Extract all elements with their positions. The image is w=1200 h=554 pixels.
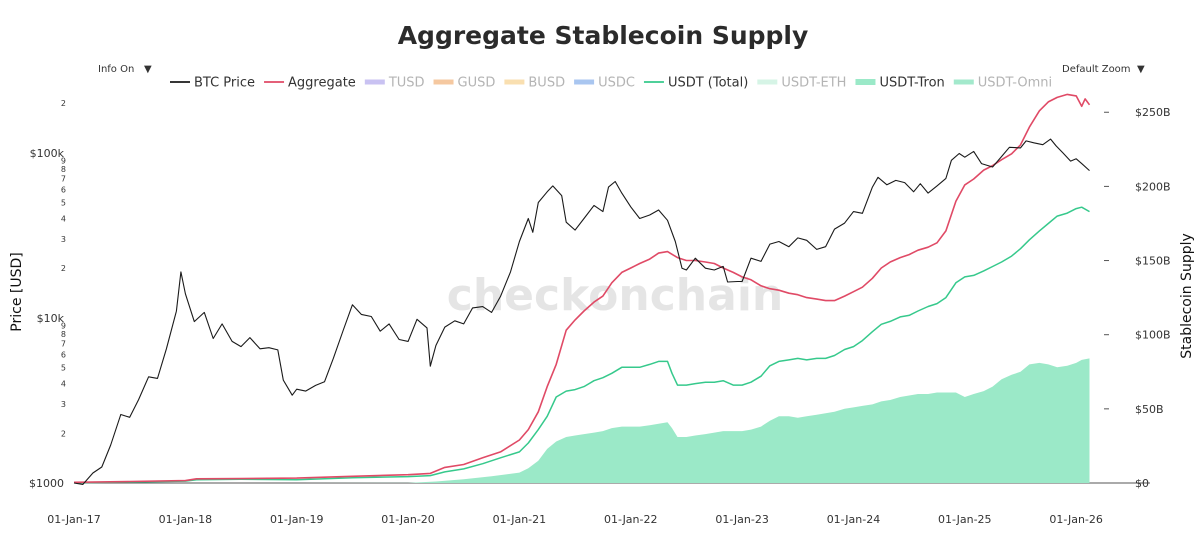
legend-label: USDT-ETH bbox=[781, 76, 846, 91]
legend-label: USDT-Tron bbox=[879, 76, 944, 91]
y-left-axis-title: Price [USD] bbox=[9, 252, 25, 331]
legend-item[interactable]: USDT (Total) bbox=[643, 76, 748, 91]
legend-label: GUSD bbox=[458, 76, 496, 91]
legend-item[interactable]: Aggregate bbox=[264, 76, 356, 91]
x-tick-label: 01-Jan-20 bbox=[381, 513, 435, 526]
x-tick-label: 01-Jan-21 bbox=[493, 513, 547, 526]
legend-item[interactable]: USDT-Tron bbox=[855, 76, 945, 91]
y-left-tick-label: $100k bbox=[30, 147, 65, 160]
y-right-tick-label: $100B bbox=[1135, 329, 1171, 342]
y-left-tick-label: 5 bbox=[61, 198, 66, 207]
legend-item[interactable]: USDC bbox=[574, 76, 635, 91]
x-tick-label: 01-Jan-26 bbox=[1049, 513, 1103, 526]
y-left-tick-label: 4 bbox=[61, 380, 66, 389]
y-right-tick-label: $200B bbox=[1135, 180, 1171, 193]
legend-item[interactable]: BTC Price bbox=[170, 76, 255, 91]
y-left-tick-label: 7 bbox=[61, 339, 66, 348]
info-toggle-label: Info On bbox=[98, 64, 134, 75]
legend-label: Aggregate bbox=[288, 76, 356, 91]
y-left-tick-label: 9 bbox=[61, 156, 66, 165]
chart-legend: BTC Price Aggregate TUSD GUSD BUSD USDC USDT (… bbox=[170, 76, 1052, 91]
y-left-tick-label: $1000 bbox=[29, 477, 64, 490]
legend-item[interactable]: TUSD bbox=[364, 76, 425, 91]
y-left-tick-label: 3 bbox=[61, 400, 66, 409]
y-left-tick-label: 5 bbox=[61, 364, 66, 373]
x-tick-label: 01-Jan-18 bbox=[159, 513, 213, 526]
legend-item[interactable]: BUSD bbox=[504, 76, 565, 91]
x-tick-label: 01-Jan-19 bbox=[270, 513, 324, 526]
chevron-down-icon: ▼ bbox=[1137, 64, 1145, 75]
chart-title: Aggregate Stablecoin Supply bbox=[398, 21, 809, 50]
series-line-aggregate bbox=[73, 93, 1091, 484]
watermark: checkonchain bbox=[447, 270, 783, 321]
y-left-tick-label: $10k bbox=[37, 312, 65, 325]
legend-label: USDT (Total) bbox=[668, 76, 748, 91]
series-layer bbox=[73, 93, 1091, 485]
y-left-tick-label: 6 bbox=[61, 185, 66, 194]
legend-label: USDT-Omni bbox=[978, 76, 1052, 91]
legend-label: BTC Price bbox=[194, 76, 255, 91]
legend-item[interactable]: USDT-Omni bbox=[953, 76, 1052, 91]
y-left-tick-label: 6 bbox=[61, 351, 66, 360]
zoom-select-label: Default Zoom bbox=[1062, 64, 1131, 75]
series-line-btc-price bbox=[73, 138, 1090, 485]
chevron-down-icon: ▼ bbox=[144, 64, 152, 75]
y-left-tick-label: 2 bbox=[61, 99, 66, 108]
y-left-tick-label: 8 bbox=[61, 330, 66, 339]
x-tick-label: 01-Jan-25 bbox=[938, 513, 992, 526]
legend-item[interactable]: GUSD bbox=[433, 76, 496, 91]
x-tick-label: 01-Jan-17 bbox=[47, 513, 101, 526]
y-right-tick-label: $50B bbox=[1135, 403, 1164, 416]
y-left-tick-label: 7 bbox=[61, 174, 66, 183]
y-right-tick-label: $150B bbox=[1135, 255, 1171, 268]
x-tick-label: 01-Jan-23 bbox=[715, 513, 769, 526]
info-toggle[interactable]: Info On ▼ bbox=[98, 64, 152, 75]
y-right-tick-label: $250B bbox=[1135, 106, 1171, 119]
y-left-tick-label: 4 bbox=[61, 214, 66, 223]
y-left-tick-label: 3 bbox=[61, 235, 66, 244]
y-left-tick-label: 9 bbox=[61, 321, 66, 330]
series-area-usdt-tron bbox=[74, 358, 1090, 483]
y-left-tick-label: 2 bbox=[61, 264, 66, 273]
legend-item[interactable]: USDT-ETH bbox=[757, 76, 846, 91]
legend-label: BUSD bbox=[528, 76, 565, 91]
legend-label: TUSD bbox=[388, 76, 425, 91]
y-right-axis-title: Stablecoin Supply bbox=[1179, 233, 1195, 359]
y-right-tick-label: $0 bbox=[1135, 477, 1149, 490]
axes-layer: $100023456789$10k23456789$100k2$0$50B$10… bbox=[29, 99, 1171, 526]
x-tick-label: 01-Jan-22 bbox=[604, 513, 658, 526]
legend-label: USDC bbox=[598, 76, 635, 91]
y-left-tick-label: 8 bbox=[61, 165, 66, 174]
x-tick-label: 01-Jan-24 bbox=[827, 513, 881, 526]
zoom-select[interactable]: Default Zoom ▼ bbox=[1062, 64, 1145, 75]
series-line-usdt-total bbox=[73, 206, 1090, 484]
y-left-tick-label: 2 bbox=[61, 429, 66, 438]
